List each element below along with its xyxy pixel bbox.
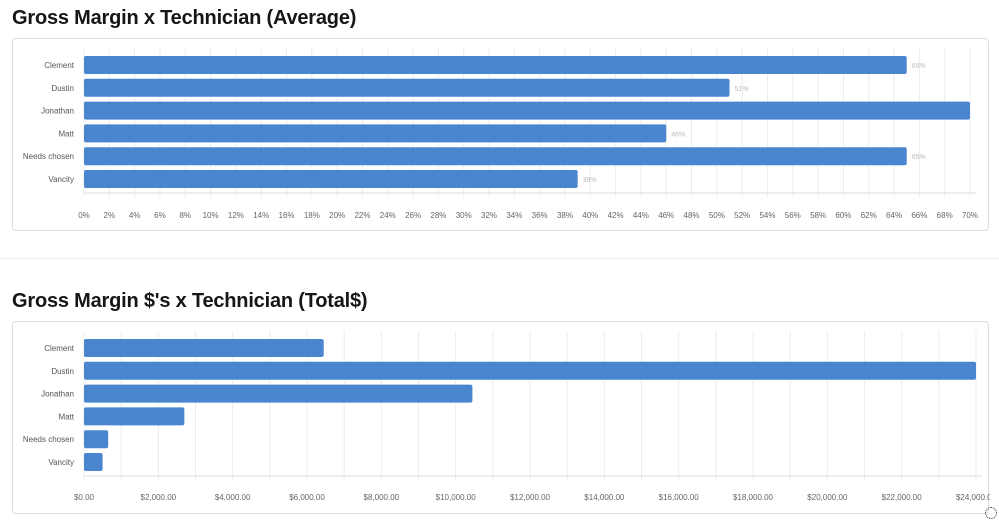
chart-2-category-label: Matt xyxy=(58,412,74,421)
chart-1-x-tick-label: 34% xyxy=(506,211,522,220)
chart-1-x-tick-label: 28% xyxy=(430,211,446,220)
chart-1-x-tick-label: 44% xyxy=(633,211,649,220)
chart-1-x-tick-label: 36% xyxy=(532,211,548,220)
chart-1-x-tick-label: 30% xyxy=(456,211,472,220)
chart-2-title: Gross Margin $'s x Technician (Total$) xyxy=(12,290,368,312)
chart-1-x-tick-label: 56% xyxy=(785,211,801,220)
chart-1-data-label: 46% xyxy=(671,131,685,138)
chart-1-x-tick-label: 62% xyxy=(861,211,877,220)
chart-1-bar xyxy=(84,147,907,166)
chart-1-x-tick-label: 8% xyxy=(179,211,191,220)
chart-1-x-tick-label: 14% xyxy=(253,211,269,220)
chart-2-card: $0.00 $2,000.00 $4,000.00 $6,000.00 $8,000.0… xyxy=(12,321,990,514)
chart-1-bar xyxy=(84,56,907,74)
chart-2-x-tick-label: $6,000.00 xyxy=(289,493,325,502)
chart-2-x-tick-label: $14,000.00 xyxy=(584,493,625,502)
chart-1-x-tick-label: 2% xyxy=(104,211,116,220)
chart-2-category-label: Needs chosen xyxy=(23,435,74,444)
chart-1-x-tick-label: 52% xyxy=(734,211,750,220)
chart-2-bar xyxy=(84,384,473,403)
chart-1-x-tick-label: 38% xyxy=(557,211,573,220)
chart-1-x-tick-label: 18% xyxy=(304,211,320,220)
chart-1-title: Gross Margin x Technician (Average) xyxy=(12,7,357,29)
chart-2-category-label: Dustin xyxy=(51,367,74,376)
chart-1-x-tick-label: 0% xyxy=(78,211,90,220)
chart-2-bar xyxy=(84,407,185,426)
chart-1-x-tick-label: 6% xyxy=(154,211,166,220)
chart-2-x-tick-label: $2,000.00 xyxy=(141,493,177,502)
chart-1-card: 0% 2% 4% 6% 8% 10% 12% 14% 16% 18% 20% 22% 24% 26% 28%… xyxy=(12,38,989,231)
chart-1-x-tick-label: 48% xyxy=(684,211,700,220)
chart-1-category-label: Jonathan xyxy=(41,107,74,116)
chart-1-x-tick-label: 64% xyxy=(886,211,902,220)
chart-1-x-tick-label: 4% xyxy=(129,211,141,220)
chart-2-category-label: Vancity xyxy=(48,458,74,467)
chart-1-x-tick-label: 12% xyxy=(228,211,244,220)
chart-2-x-tick-label: $18,000.00 xyxy=(733,493,774,502)
chart-2-x-tick-label: $8,000.00 xyxy=(364,493,400,502)
chart-2-x-tick-label: $24,000.00 xyxy=(956,493,990,502)
chart-1-x-tick-label: 40% xyxy=(582,211,598,220)
chart-2-category-label: Jonathan xyxy=(41,390,74,399)
chart-2-bar xyxy=(84,430,109,449)
chart-1-x-tick-label: 20% xyxy=(329,211,345,220)
chart-1-x-tick-label: 60% xyxy=(835,211,851,220)
section-divider xyxy=(0,258,999,259)
chart-1-x-tick-label: 58% xyxy=(810,211,826,220)
chart-2-x-tick-label: $0.00 xyxy=(74,493,95,502)
chart-1-bar xyxy=(84,170,578,188)
chart-1-category-label: Needs chosen xyxy=(23,152,74,161)
chart-1-data-label: 65% xyxy=(912,154,926,161)
chart-2-x-tick-label: $4,000.00 xyxy=(215,493,251,502)
chart-2-x-tick-label: $10,000.00 xyxy=(436,493,477,502)
chart-1-x-tick-label: 46% xyxy=(658,211,674,220)
chart-1-data-label: 65% xyxy=(912,63,926,70)
chart-2-bar xyxy=(84,361,976,380)
chart-1-x-tick-label: 16% xyxy=(279,211,295,220)
chart-1-bar xyxy=(84,101,970,120)
chart-1-svg: 0% 2% 4% 6% 8% 10% 12% 14% 16% 18% 20% 22% 24% 26% 28%… xyxy=(23,48,978,220)
chart-1-x-tick-label: 22% xyxy=(354,211,370,220)
chart-1-bar xyxy=(84,124,667,143)
chart-2-svg: $0.00 $2,000.00 $4,000.00 $6,000.00 $8,000.0… xyxy=(23,331,990,502)
chart-2-category-label: Clement xyxy=(44,344,75,353)
chart-1-data-label: 51% xyxy=(735,86,749,93)
chart-1-x-tick-label: 70% xyxy=(962,211,978,220)
chart-1-data-label: 39% xyxy=(583,177,597,184)
chart-2-x-tick-label: $20,000.00 xyxy=(807,493,848,502)
chart-1-x-tick-label: 66% xyxy=(911,211,927,220)
chart-1-category-label: Dustin xyxy=(51,84,74,93)
chart-1-x-tick-label: 10% xyxy=(203,211,219,220)
chart-1-category-label: Vancity xyxy=(48,175,74,184)
chart-1-x-tick-label: 42% xyxy=(608,211,624,220)
chart-1-x-tick-label: 50% xyxy=(709,211,725,220)
chart-2-x-tick-label: $12,000.00 xyxy=(510,493,551,502)
chart-1-x-tick-label: 68% xyxy=(937,211,953,220)
chart-1-x-tick-label: 26% xyxy=(405,211,421,220)
chart-1-x-tick-label: 32% xyxy=(481,211,497,220)
chart-1-x-tick-label: 24% xyxy=(380,211,396,220)
chart-1-x-tick-label: 54% xyxy=(759,211,775,220)
loading-spinner-icon xyxy=(985,507,997,519)
chart-2-x-tick-label: $16,000.00 xyxy=(659,493,700,502)
chart-2-bar xyxy=(84,339,324,357)
chart-1-bar xyxy=(84,78,730,97)
chart-1-category-label: Clement xyxy=(44,61,75,70)
chart-1-category-label: Matt xyxy=(58,129,74,138)
chart-2-x-tick-label: $22,000.00 xyxy=(882,493,923,502)
chart-2-bar xyxy=(84,453,103,471)
